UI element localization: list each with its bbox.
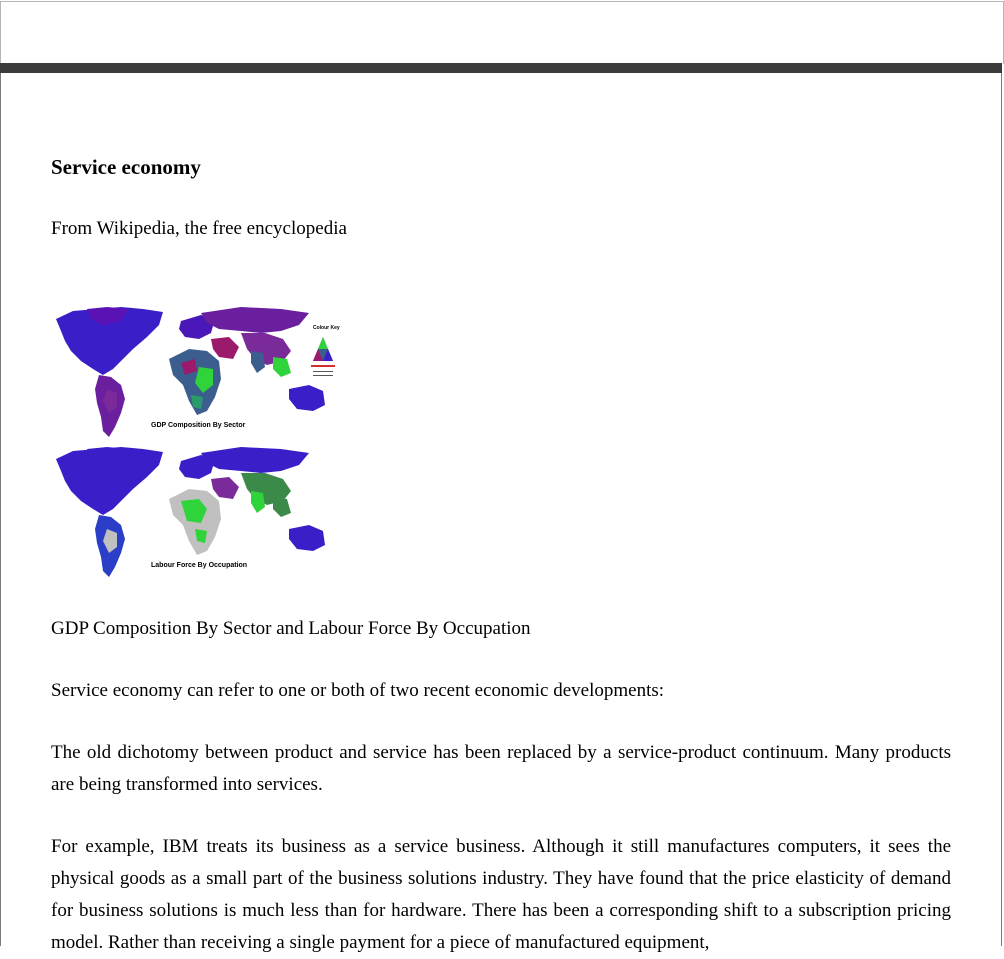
world-maps-image: GDP Composition By Sector Colour Key [56, 307, 340, 577]
colour-key: Colour Key [311, 325, 340, 376]
labour-map-label: Labour Force By Occupation [151, 562, 247, 569]
page-right-border [1001, 73, 1002, 946]
top-toolbar [0, 1, 1004, 64]
article-title: Service economy [51, 155, 201, 179]
header-divider [0, 63, 1002, 73]
page-left-border [0, 73, 1, 946]
svg-text:Colour Key: Colour Key [313, 325, 340, 331]
paragraph-ibm-example: For example, IBM treats its business as … [51, 836, 951, 953]
figure-caption: GDP Composition By Sector and Labour For… [51, 618, 531, 639]
labour-map: Labour Force By Occupation [56, 447, 325, 577]
article-tagline: From Wikipedia, the free encyclopedia [51, 218, 347, 239]
gdp-map: GDP Composition By Sector Colour Key [56, 307, 340, 437]
world-maps-figure: GDP Composition By Sector Colour Key [51, 303, 351, 583]
paragraph-intro: Service economy can refer to one or both… [51, 680, 665, 701]
gdp-map-label: GDP Composition By Sector [151, 422, 246, 429]
paragraph-dichotomy: The old dichotomy between product and se… [51, 742, 951, 795]
